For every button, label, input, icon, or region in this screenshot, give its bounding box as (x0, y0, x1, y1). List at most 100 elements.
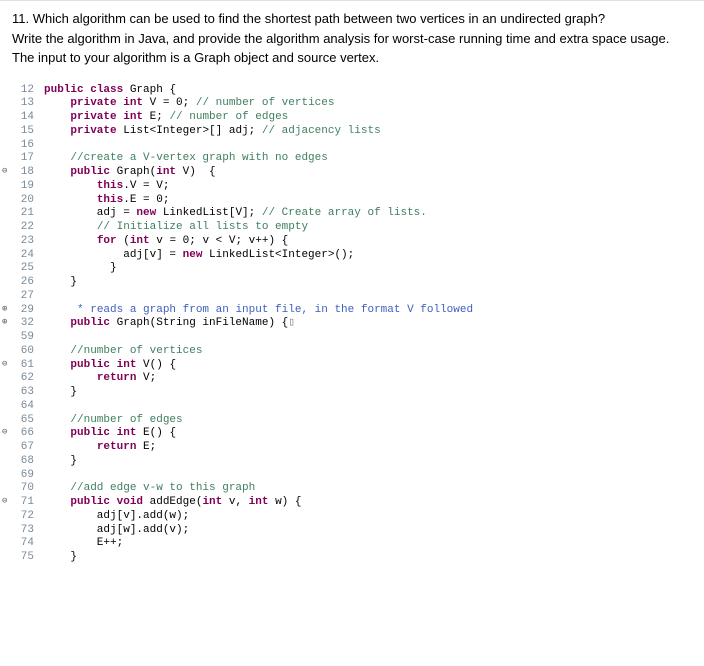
token-plain (44, 235, 97, 247)
line-content: adj[v] = new LinkedList<Integer>(); (44, 249, 704, 263)
fold-marker-icon[interactable]: ⊖ (2, 496, 7, 507)
fold-marker-icon[interactable]: ⊕ (2, 304, 7, 315)
fold-marker-icon[interactable]: ⊕ (2, 317, 7, 328)
token-plain: adj = (44, 207, 136, 219)
code-line: 26 } (0, 276, 704, 290)
token-kw: int (156, 166, 176, 178)
token-plain: Graph( (110, 166, 156, 178)
line-content: //add edge v-w to this graph (44, 482, 704, 496)
code-line: 25 } (0, 262, 704, 276)
code-line: 13 private int V = 0; // number of verti… (0, 97, 704, 111)
token-plain: E() { (136, 427, 176, 439)
token-plain: V = 0; (143, 97, 196, 109)
token-plain: } (44, 551, 77, 563)
token-cm: // Create array of lists. (262, 207, 427, 219)
token-cm: //create a V-vertex graph with no edges (70, 152, 327, 164)
token-kw: public (70, 317, 110, 329)
token-plain (44, 152, 70, 164)
token-plain: Graph(String inFileName) { (110, 317, 288, 329)
token-kw: int (117, 359, 137, 371)
token-plain: V() { (136, 359, 176, 371)
code-line: 22 // Initialize all lists to empty (0, 221, 704, 235)
token-kw: this (97, 194, 123, 206)
line-content: public int E() { (44, 427, 704, 441)
line-number: 71⊖ (0, 496, 44, 510)
question-text-2: Write the algorithm in Java, and provide… (12, 31, 669, 66)
line-content: } (44, 276, 704, 290)
code-line: 32⊕ public Graph(String inFileName) {▯ (0, 317, 704, 331)
token-plain: V) { (176, 166, 216, 178)
line-content: // Initialize all lists to empty (44, 221, 704, 235)
token-plain: E++; (44, 537, 123, 549)
code-line: 71⊖ public void addEdge(int v, int w) { (0, 496, 704, 510)
fold-marker-icon[interactable]: ⊖ (2, 166, 7, 177)
code-line: 73 adj[w].add(v); (0, 524, 704, 538)
token-kw: int (249, 496, 269, 508)
line-number: 62 (0, 372, 44, 386)
line-content (44, 400, 704, 414)
line-number: 32⊕ (0, 317, 44, 331)
token-plain: List<Integer>[] adj; (117, 125, 262, 137)
line-content: private int V = 0; // number of vertices (44, 97, 704, 111)
line-number: 17 (0, 152, 44, 166)
token-plain (110, 359, 117, 371)
line-number: 59 (0, 331, 44, 345)
token-cm: // Initialize all lists to empty (97, 221, 308, 233)
code-line: 19 this.V = V; (0, 180, 704, 194)
line-content: adj = new LinkedList[V]; // Create array… (44, 207, 704, 221)
code-line: 16 (0, 139, 704, 153)
token-plain: adj[w].add(v); (44, 524, 189, 536)
token-plain (44, 372, 97, 384)
line-number: 63 (0, 386, 44, 400)
line-number: 60 (0, 345, 44, 359)
token-plain: } (44, 262, 117, 274)
line-number: 72 (0, 510, 44, 524)
token-plain: addEdge( (143, 496, 202, 508)
line-content: //create a V-vertex graph with no edges (44, 152, 704, 166)
line-content: } (44, 455, 704, 469)
token-plain (44, 97, 70, 109)
token-plain (44, 111, 70, 123)
code-line: 23 for (int v = 0; v < V; v++) { (0, 235, 704, 249)
token-kw: return (97, 372, 137, 384)
code-editor: 12public class Graph {13 private int V =… (0, 80, 704, 577)
token-plain (44, 317, 70, 329)
line-content: } (44, 551, 704, 565)
code-line: 12public class Graph { (0, 84, 704, 98)
line-number: 70 (0, 482, 44, 496)
line-content: private int E; // number of edges (44, 111, 704, 125)
token-jd: * reads a graph from an input file, in t… (77, 304, 473, 316)
token-cm: // adjacency lists (262, 125, 381, 137)
fold-marker-icon[interactable]: ⊖ (2, 427, 7, 438)
token-kw: private (70, 97, 116, 109)
line-number: 16 (0, 139, 44, 153)
token-plain (44, 180, 97, 192)
code-line: 61⊖ public int V() { (0, 359, 704, 373)
question-block: 11. Which algorithm can be used to find … (0, 0, 704, 80)
line-content: public int V() { (44, 359, 704, 373)
question-number: 11. (12, 11, 29, 26)
token-plain: V; (136, 372, 156, 384)
line-content: //number of edges (44, 414, 704, 428)
token-kw: void (117, 496, 143, 508)
code-line: 18⊖ public Graph(int V) { (0, 166, 704, 180)
token-plain (44, 496, 70, 508)
line-number: 69 (0, 469, 44, 483)
line-number: 27 (0, 290, 44, 304)
code-line: 70 //add edge v-w to this graph (0, 482, 704, 496)
token-plain: ( (117, 235, 130, 247)
token-plain (44, 345, 70, 357)
fold-marker-icon[interactable]: ⊖ (2, 359, 7, 370)
line-number: 29⊕ (0, 304, 44, 318)
token-plain: v = 0; v < V; v++) { (150, 235, 289, 247)
line-number: 18⊖ (0, 166, 44, 180)
token-plain: .E = 0; (123, 194, 169, 206)
line-number: 66⊖ (0, 427, 44, 441)
code-line: 65 //number of edges (0, 414, 704, 428)
token-kw: public (70, 359, 110, 371)
token-kw: new (136, 207, 156, 219)
line-number: 75 (0, 551, 44, 565)
token-kw: int (123, 111, 143, 123)
token-plain (44, 304, 77, 316)
token-plain: LinkedList<Integer>(); (202, 249, 354, 261)
